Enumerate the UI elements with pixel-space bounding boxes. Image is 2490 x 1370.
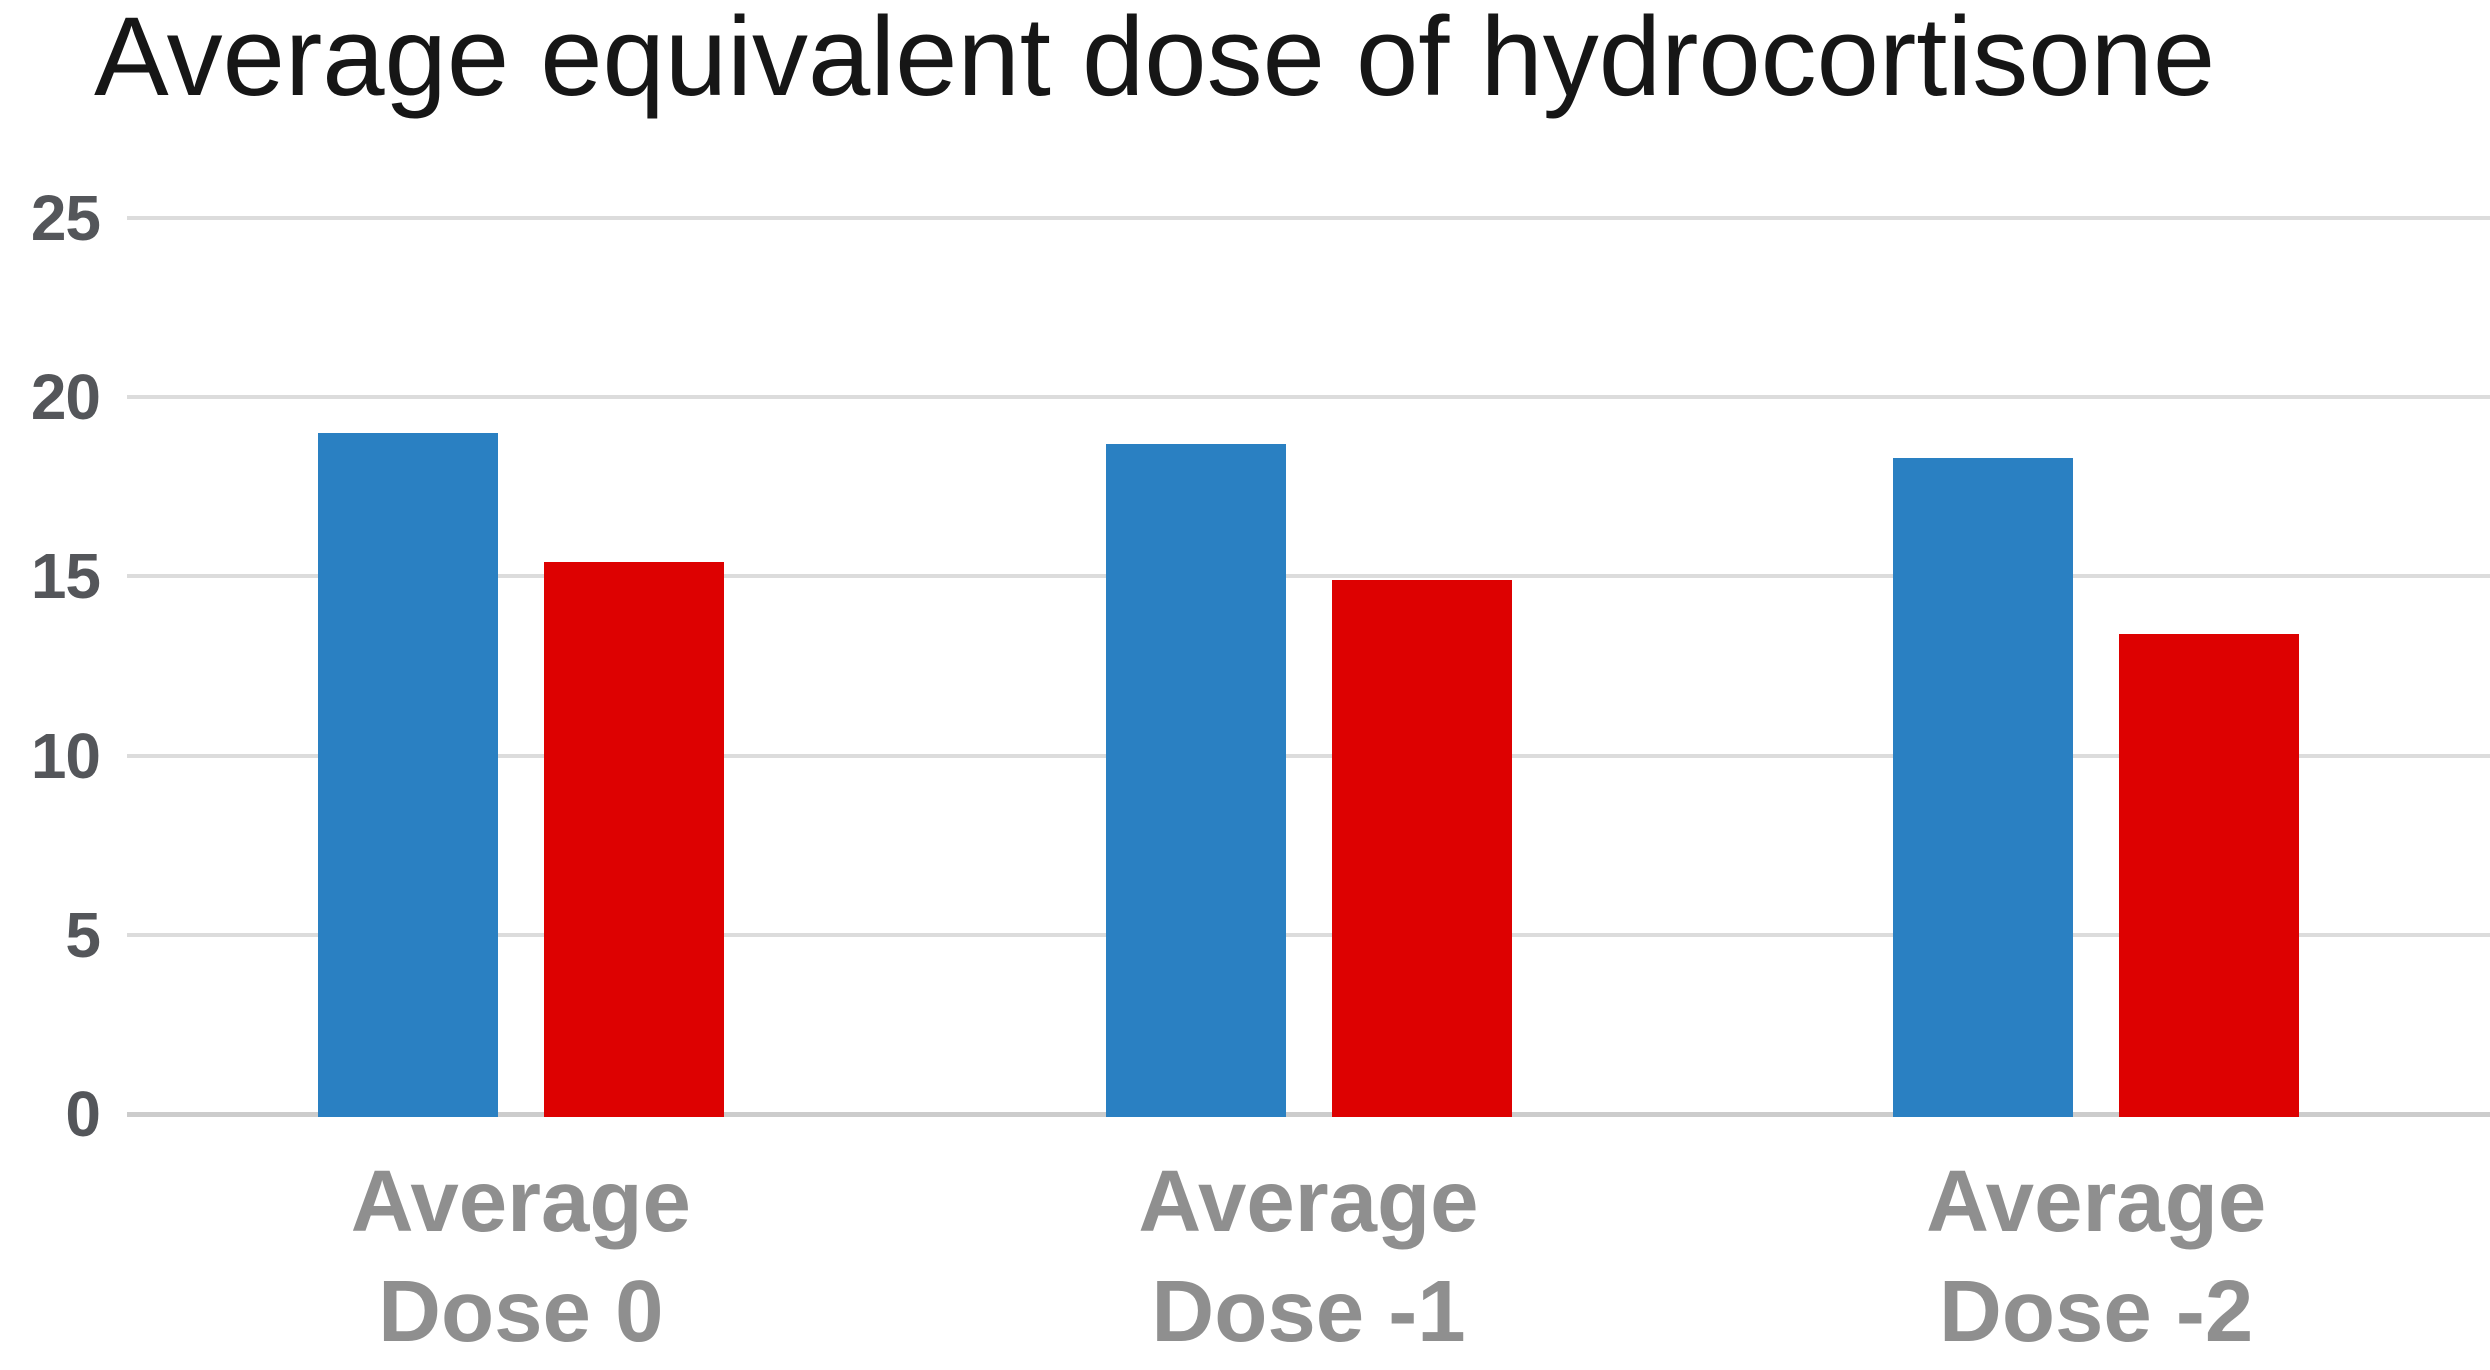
red-series-bar-0 <box>543 562 724 1117</box>
x-axis-label-line: Dose -1 <box>1151 1263 1466 1360</box>
x-axis-label-0: Average Dose 0 <box>221 1147 821 1367</box>
gridline-10 <box>127 753 2490 758</box>
gridline-15 <box>127 574 2490 579</box>
red-series-bar-2 <box>2119 633 2300 1117</box>
x-axis-label-1: Average Dose -1 <box>1009 1147 1609 1367</box>
y-tick-label-20: 20 <box>30 361 101 434</box>
y-tick-label-5: 5 <box>65 898 101 971</box>
red-series-bar-1 <box>1331 579 1512 1117</box>
gridline-25 <box>127 216 2490 220</box>
x-axis-label-line: Average <box>350 1153 691 1250</box>
gridline-20 <box>127 395 2490 400</box>
x-axis-line <box>127 1112 2490 1117</box>
y-tick-label-15: 15 <box>30 540 101 613</box>
chart-title: Average equivalent dose of hydrocortison… <box>94 0 2216 119</box>
x-axis-label-line: Dose -2 <box>1939 1263 2254 1360</box>
blue-series-bar-1 <box>1105 443 1286 1117</box>
blue-series-bar-0 <box>317 433 498 1117</box>
y-tick-label-0: 0 <box>65 1078 101 1150</box>
x-axis-label-line: Average <box>1138 1153 1479 1250</box>
gridline-5 <box>127 932 2490 937</box>
y-tick-label-25: 25 <box>30 182 101 254</box>
x-axis-label-line: Average <box>1926 1153 2267 1250</box>
y-tick-label-10: 10 <box>30 719 101 792</box>
x-axis-label-line: Dose 0 <box>378 1263 664 1360</box>
blue-series-bar-2 <box>1893 458 2074 1117</box>
x-axis-label-2: Average Dose -2 <box>1796 1147 2396 1367</box>
